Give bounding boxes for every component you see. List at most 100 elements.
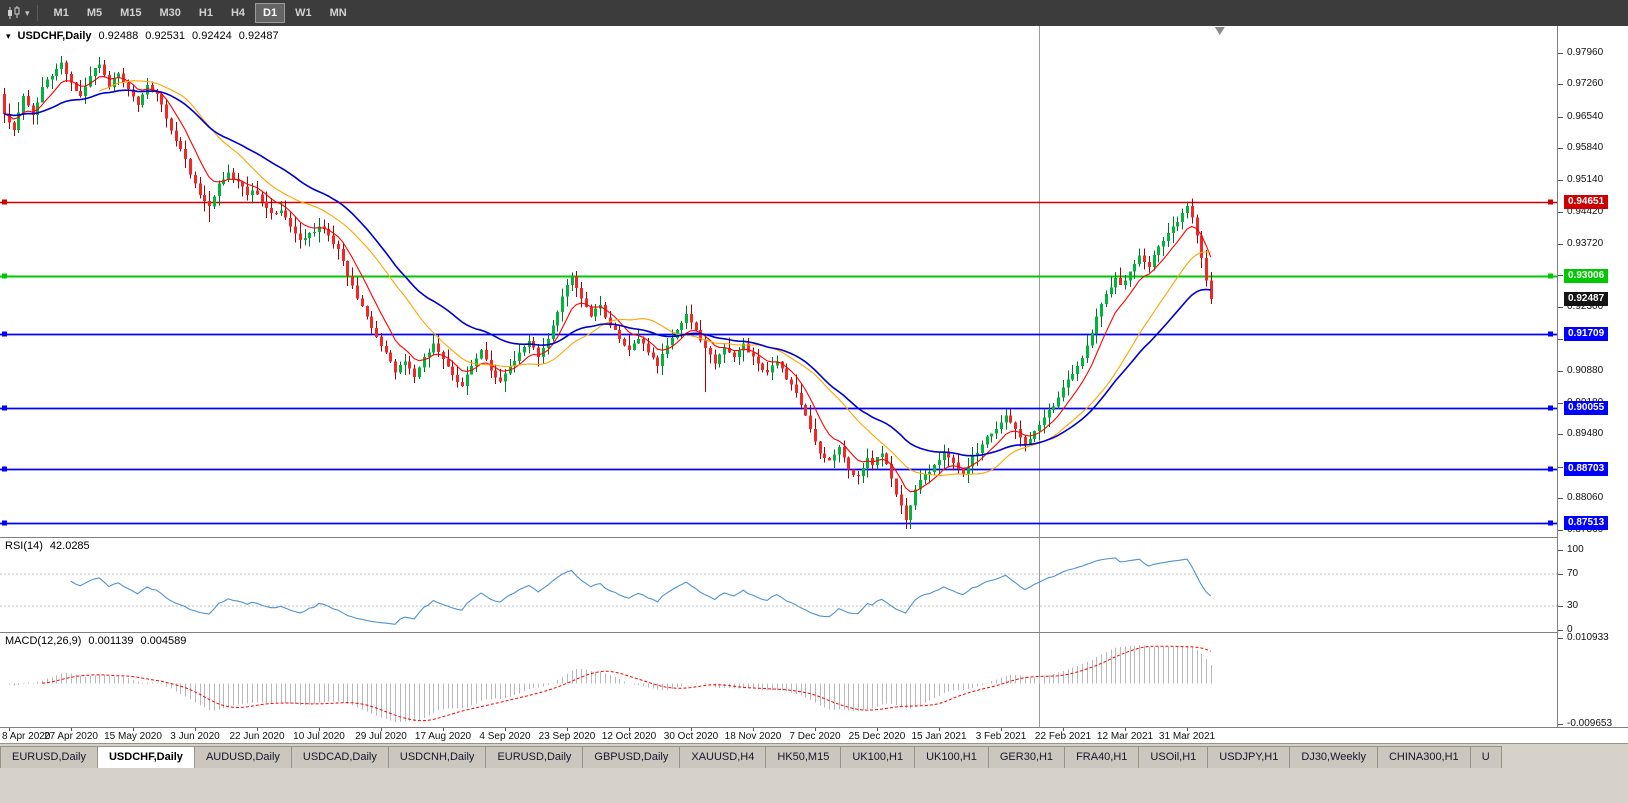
chart-tab-china300-h1[interactable]: CHINA300,H1 (1376, 746, 1471, 768)
price-axis[interactable]: 0.97960 0.97260 0.96540 0.95840 0.95140 0.944… (1557, 26, 1628, 729)
chart-tab-u[interactable]: U (1469, 746, 1502, 768)
hline-handle-left[interactable] (2, 199, 7, 205)
candle (566, 278, 569, 307)
rsi-line (70, 557, 1212, 625)
timeframe-button-w1[interactable]: W1 (287, 3, 320, 23)
candle (132, 84, 135, 102)
candle (594, 303, 597, 321)
candle (175, 122, 178, 147)
candle (1076, 361, 1079, 381)
chart-tab-fra40-h1[interactable]: FRA40,H1 (1064, 746, 1140, 768)
main-price-chart[interactable] (0, 26, 1558, 537)
level-price-badge: 0.88703 (1564, 462, 1609, 476)
candle (284, 200, 287, 221)
price-axis-label: 0.93720 (1567, 238, 1604, 249)
time-axis[interactable]: 8 Apr 2020 27 Apr 2020 15 May 2020 3 Jun 20… (0, 727, 1628, 743)
candle (833, 449, 836, 468)
level-price-badge: 0.91709 (1564, 327, 1609, 341)
candle (804, 403, 807, 416)
candle (633, 340, 636, 351)
candle (208, 191, 211, 222)
level-price-badge: 0.90055 (1564, 401, 1609, 415)
hline-handle-right[interactable] (1548, 466, 1553, 472)
candle (323, 219, 326, 234)
candle (852, 469, 855, 477)
chart-tab-usdjpy-h1[interactable]: USDJPY,H1 (1207, 746, 1291, 768)
chart-tab-uk100-h1[interactable]: UK100,H1 (914, 746, 989, 768)
chart-tab-dj30-weekly[interactable]: DJ30,Weekly (1289, 746, 1378, 768)
hline-handle-right[interactable] (1548, 520, 1553, 526)
time-axis-tick (1187, 728, 1188, 731)
quote-low: 0.92424 (192, 30, 232, 42)
candle (704, 333, 707, 393)
time-axis-tick (877, 728, 878, 731)
hline-handle-right[interactable] (1548, 199, 1553, 205)
hline-handle-left[interactable] (2, 273, 7, 279)
price-axis-label: 0.95140 (1567, 174, 1604, 185)
candle (685, 305, 688, 329)
rsi-panel-separator[interactable] (0, 537, 1628, 538)
candle (652, 347, 655, 360)
time-axis-tick (505, 728, 506, 731)
chart-tab-usdcad-daily[interactable]: USDCAD,Daily (290, 746, 389, 768)
chart-tab-uk100-h1[interactable]: UK100,H1 (840, 746, 916, 768)
timeframe-button-m5[interactable]: M5 (79, 3, 110, 23)
hline-handle-left[interactable] (2, 331, 7, 337)
timeframe-button-d1[interactable]: D1 (255, 3, 286, 23)
candle (1014, 421, 1017, 439)
candle (179, 137, 182, 152)
price-axis-tick (1558, 498, 1563, 499)
candle (1043, 409, 1046, 434)
chart-tab-gbpusd-daily[interactable]: GBPUSD,Daily (582, 746, 681, 768)
candle (943, 444, 946, 470)
time-axis-label: 4 Sep 2020 (479, 731, 531, 742)
chart-tab-usdchf-daily[interactable]: USDCHF,Daily (96, 746, 195, 768)
candle (771, 357, 774, 380)
candle (275, 211, 278, 215)
candle (1110, 276, 1113, 298)
candle (103, 60, 106, 78)
timeframe-button-m15[interactable]: M15 (112, 3, 149, 23)
macd-signal-line (42, 645, 1211, 722)
hline-handle-left[interactable] (2, 520, 7, 526)
timeframe-button-m1[interactable]: M1 (46, 3, 77, 23)
chart-tab-usoil-h1[interactable]: USOil,H1 (1138, 746, 1209, 768)
timeframe-button-h4[interactable]: H4 (223, 3, 253, 23)
hline-handle-left[interactable] (2, 405, 7, 411)
timeframe-button-m30[interactable]: M30 (152, 3, 189, 23)
candle (122, 68, 125, 88)
hline-handle-left[interactable] (2, 466, 7, 472)
macd-panel-separator[interactable] (0, 632, 1628, 633)
candle (79, 80, 82, 98)
candle (342, 243, 345, 267)
candle (51, 74, 54, 89)
hline-handle-right[interactable] (1548, 273, 1553, 279)
candle (370, 311, 373, 334)
macd-panel[interactable] (0, 633, 1558, 727)
chart-tab-audusd-daily[interactable]: AUDUSD,Daily (193, 746, 292, 768)
hline-handle-right[interactable] (1548, 405, 1553, 411)
timeframe-button-mn[interactable]: MN (322, 3, 355, 23)
time-axis-tick (195, 728, 196, 731)
time-axis-label: 31 Mar 2021 (1158, 731, 1216, 742)
rsi-panel[interactable] (0, 538, 1558, 632)
time-axis-label: 23 Sep 2020 (538, 731, 596, 742)
rsi-axis-label: 30 (1567, 600, 1579, 611)
candle (909, 504, 912, 529)
hline-handle-right[interactable] (1548, 331, 1553, 337)
chart-tab-xauusd-h4[interactable]: XAUUSD,H4 (679, 746, 767, 768)
chart-tab-ger30-h1[interactable]: GER30,H1 (987, 746, 1066, 768)
chart-tab-eurusd-daily[interactable]: EURUSD,Daily (485, 746, 584, 768)
chart-tab-eurusd-daily[interactable]: EURUSD,Daily (0, 746, 98, 768)
chart-tab-usdcnh-daily[interactable]: USDCNH,Daily (387, 746, 487, 768)
candle (380, 333, 383, 352)
candle (1167, 223, 1170, 248)
symbol-menu-icon[interactable]: ▾ (6, 30, 11, 41)
candle (542, 338, 545, 365)
chart-type-icon[interactable] (6, 6, 22, 20)
chart-tab-hk50-m15[interactable]: HK50,M15 (765, 746, 842, 768)
candle (423, 353, 426, 372)
chart-shift-marker[interactable] (1214, 27, 1225, 35)
timeframe-button-h1[interactable]: H1 (191, 3, 221, 23)
chart-type-dropdown-icon[interactable]: ▾ (25, 7, 30, 18)
